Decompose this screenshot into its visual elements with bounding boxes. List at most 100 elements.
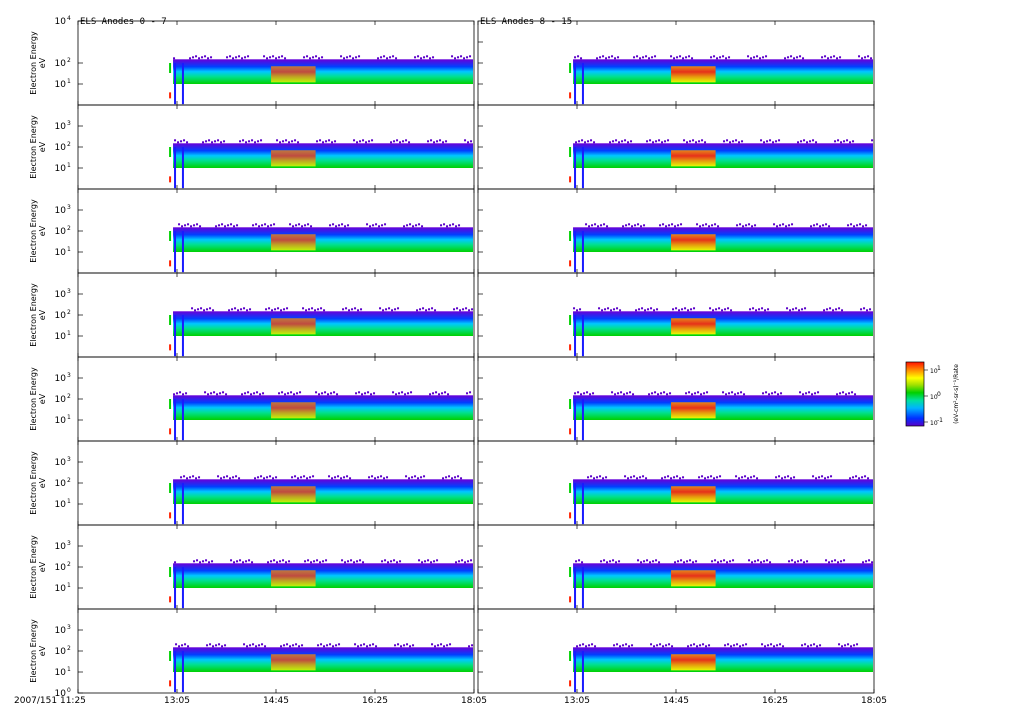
band-speckle: [867, 55, 870, 58]
band-speckle: [701, 139, 704, 142]
band-speckle: [732, 559, 735, 562]
band-speckle: [469, 391, 472, 394]
band-speckle: [199, 225, 202, 228]
band-speckle: [392, 55, 395, 58]
band-speckle: [803, 561, 806, 564]
band-speckle: [577, 55, 580, 58]
y-tick-label: 10: [55, 59, 67, 69]
band-speckle: [630, 476, 633, 479]
band-speckle: [840, 560, 843, 563]
band-speckle: [244, 392, 247, 395]
band-speckle: [700, 393, 703, 396]
band-speckle: [836, 393, 839, 396]
band-speckle: [397, 643, 400, 646]
band-speckle: [356, 560, 359, 563]
band-speckle: [720, 560, 723, 563]
band-speckle: [668, 643, 671, 646]
band-speckle: [638, 308, 641, 311]
band-speckle: [395, 393, 398, 396]
band-speckle: [312, 56, 315, 59]
band-speckle: [778, 475, 781, 478]
band-speckle: [862, 561, 865, 564]
band-speckle: [370, 393, 373, 396]
band-speckle: [722, 55, 725, 58]
band-speckle: [689, 559, 692, 562]
band-speckle: [306, 477, 309, 480]
band-speckle: [196, 223, 199, 226]
band-speckle: [211, 560, 214, 563]
band-speckle: [605, 57, 608, 60]
y-tick-label: 10: [55, 17, 67, 27]
band-speckle: [245, 141, 248, 144]
band-speckle: [331, 141, 334, 144]
band-speckle: [371, 139, 374, 142]
band-speckle: [671, 223, 674, 226]
band-speckle: [575, 560, 578, 563]
band-speckle: [227, 224, 230, 227]
band-speckle: [594, 223, 597, 226]
band-speckle: [445, 140, 448, 143]
band-speckle: [628, 645, 631, 648]
band-speckle: [329, 224, 332, 227]
y-tick-exponent: 2: [67, 225, 71, 232]
band-speckle: [723, 140, 726, 143]
band-speckle: [727, 643, 730, 646]
band-speckle: [301, 225, 304, 228]
band-speckle: [335, 644, 338, 647]
band-speckle: [173, 393, 176, 396]
band-speckle: [739, 645, 742, 648]
band-speckle: [306, 55, 309, 58]
band-speckle: [725, 57, 728, 60]
band-speckle: [614, 393, 617, 396]
band-speckle: [324, 391, 327, 394]
band-speckle: [652, 560, 655, 563]
data-spike: [574, 315, 577, 357]
band-speckle: [210, 392, 213, 395]
band-speckle: [683, 561, 686, 564]
y-tick-label: 10: [55, 479, 67, 489]
band-speckle: [434, 309, 437, 312]
band-speckle: [391, 309, 394, 312]
band-speckle: [434, 645, 437, 648]
band-speckle: [619, 645, 622, 648]
band-speckle: [814, 392, 817, 395]
y-tick-label: 10: [55, 143, 67, 153]
y-tick-label: 10: [55, 80, 67, 90]
band-speckle: [223, 476, 226, 479]
band-speckle: [336, 393, 339, 396]
band-speckle: [310, 561, 313, 564]
data-spike: [581, 399, 584, 441]
y-axis-unit: eV: [38, 645, 47, 656]
band-speckle: [460, 477, 463, 480]
band-speckle: [267, 561, 270, 564]
band-speckle: [684, 307, 687, 310]
band-speckle: [292, 644, 295, 647]
band-speckle: [252, 224, 255, 227]
band-speckle: [286, 643, 289, 646]
band-speckle: [200, 307, 203, 310]
band-speckle: [424, 560, 427, 563]
band-speckle: [646, 140, 649, 143]
band-speckle: [322, 560, 325, 563]
data-spike: [581, 567, 584, 609]
band-speckle: [789, 309, 792, 312]
band-speckle: [449, 643, 452, 646]
y-axis-unit: eV: [38, 393, 47, 404]
band-speckle: [779, 224, 782, 227]
band-speckle: [442, 477, 445, 480]
band-speckle: [654, 391, 657, 394]
y-tick-label: 10: [55, 542, 67, 552]
band-speckle: [384, 559, 387, 562]
band-speckle: [617, 56, 620, 59]
band-speckle: [238, 55, 241, 58]
band-speckle: [417, 477, 420, 480]
band-speckle: [703, 392, 706, 395]
band-speckle: [687, 309, 690, 312]
band-speckle: [284, 57, 287, 60]
band-speckle: [631, 225, 634, 228]
band-speckle: [673, 57, 676, 60]
band-speckle: [799, 55, 802, 58]
band-speckle: [184, 224, 187, 227]
band-speckle: [193, 560, 196, 563]
band-speckle: [218, 224, 221, 227]
